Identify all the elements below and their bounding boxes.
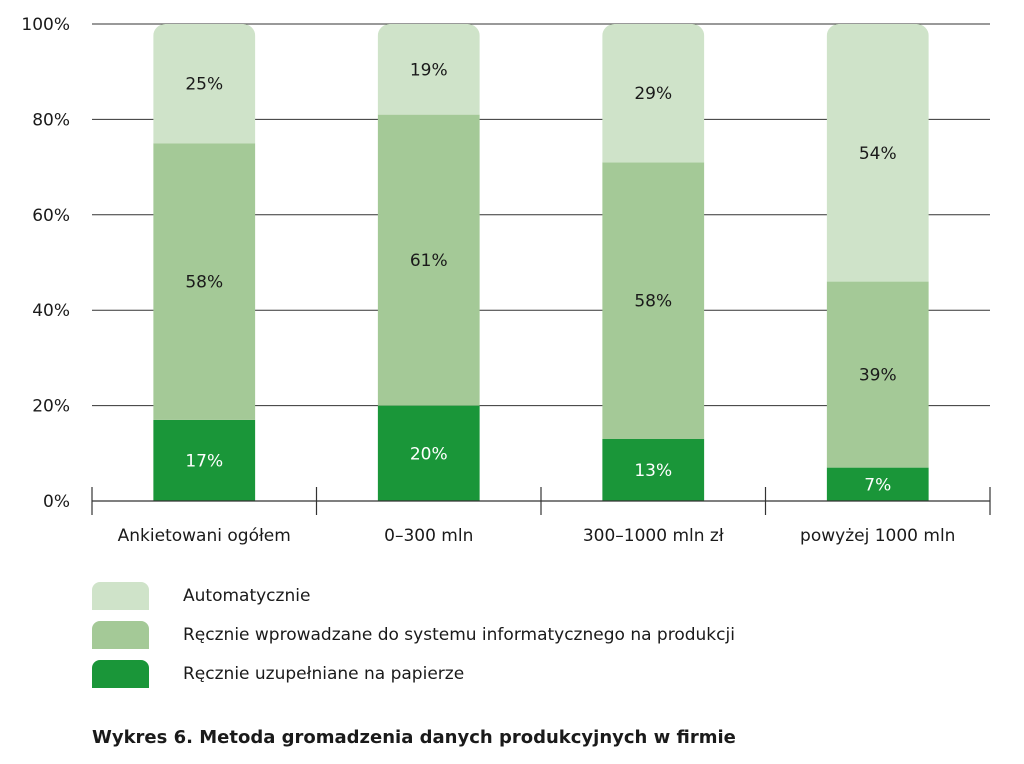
y-tick-label: 20% (32, 397, 70, 417)
data-label: 13% (634, 461, 672, 481)
bar-stack (602, 24, 705, 501)
y-tick-label: 40% (32, 301, 70, 321)
legend-swatch (92, 582, 149, 610)
bar-stack (826, 24, 929, 501)
data-label: 58% (634, 292, 672, 312)
data-label: 54% (859, 144, 897, 164)
data-label: 25% (185, 75, 223, 95)
legend-label: Ręcznie wprowadzane do systemu informaty… (183, 625, 735, 645)
data-label: 61% (410, 251, 448, 271)
bar-labels: 20% 61% 19% (410, 60, 448, 464)
legend-item: Ręcznie uzupełniane na papierze (92, 660, 735, 688)
legend-swatch (92, 660, 149, 688)
x-tick-label: 300–1000 mln zł (583, 526, 724, 546)
y-tick-label: 100% (21, 15, 70, 35)
bar-segment (602, 438, 705, 501)
data-label: 17% (185, 451, 223, 471)
bar-stack (377, 24, 480, 501)
x-tick-label: powyżej 1000 mln (800, 526, 955, 546)
x-tick-label: 0–300 mln (384, 526, 473, 546)
bar-segment (826, 281, 929, 468)
bar-labels: 17% 58% 25% (185, 75, 223, 472)
y-tick-label: 80% (32, 110, 70, 130)
y-tick-label: 0% (43, 492, 70, 512)
legend-label: Automatycznie (183, 586, 311, 606)
bar-segment (377, 405, 480, 501)
bar-segment (602, 162, 705, 439)
bar-segment (826, 24, 929, 282)
y-axis-ticks: 0% 20% 40% 60% 80% 100% (21, 15, 70, 512)
bar-segment (826, 467, 929, 501)
bar-segment (153, 419, 256, 501)
bar-segment (153, 24, 256, 144)
x-tick-label: Ankietowani ogółem (118, 526, 291, 546)
bar-segment (377, 114, 480, 406)
data-label: 19% (410, 60, 448, 80)
legend-item: Ręcznie wprowadzane do systemu informaty… (92, 621, 735, 649)
legend-item: Automatycznie (92, 582, 735, 610)
data-label: 58% (185, 273, 223, 293)
data-label: 29% (634, 84, 672, 104)
bar-labels: 7% 39% 54% (859, 144, 897, 496)
bars: 17% 58% 25% 20% 61% 19% 13% 58% 29% 7% 39% 54% (153, 24, 929, 501)
legend-label: Ręcznie uzupełniane na papierze (183, 664, 465, 684)
x-axis: Ankietowani ogółem 0–300 mln 300–1000 mln … (91, 487, 991, 546)
data-label: 20% (410, 444, 448, 464)
y-tick-label: 60% (32, 206, 70, 226)
data-label: 39% (859, 366, 897, 386)
bar-segment (602, 24, 705, 163)
data-label: 7% (864, 475, 891, 495)
bar-stack (153, 24, 256, 501)
bar-labels: 13% 58% 29% (634, 84, 672, 481)
bar-segment (377, 24, 480, 115)
figure-caption: Wykres 6. Metoda gromadzenia danych prod… (92, 727, 736, 748)
bar-segment (153, 143, 256, 420)
stacked-bar-chart: 0% 20% 40% 60% 80% 100% 17% 58% 25% 20% 61% 19% 13%… (21, 15, 991, 546)
legend: Automatycznie Ręcznie wprowadzane do syst… (92, 582, 735, 699)
legend-swatch (92, 621, 149, 649)
